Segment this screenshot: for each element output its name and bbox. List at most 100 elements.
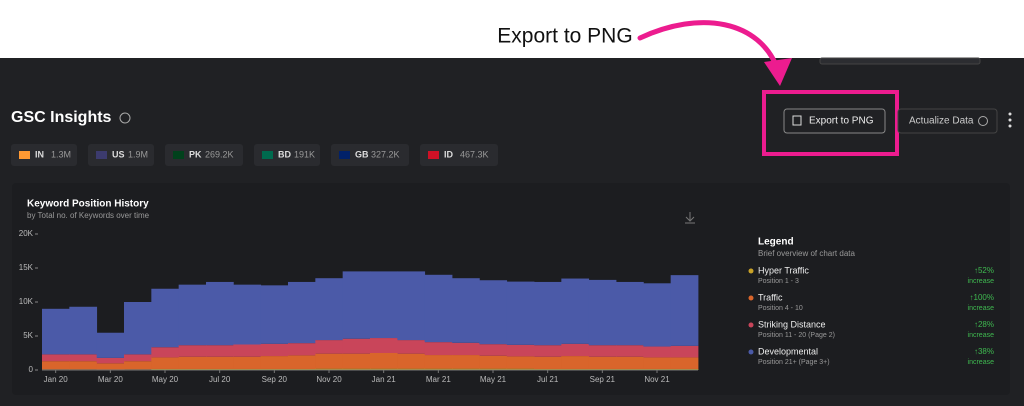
chip[interactable] xyxy=(420,144,498,166)
bar-segment xyxy=(588,345,617,357)
bar-segment xyxy=(233,368,262,370)
bar-segment xyxy=(178,368,207,370)
bar-segment xyxy=(397,340,426,354)
chip-value: 1.3M xyxy=(51,149,71,159)
legend-swatch xyxy=(748,349,754,355)
export-icon xyxy=(792,115,802,126)
bar-segment xyxy=(151,368,180,370)
chip-code: IN xyxy=(35,149,44,159)
legend-swatch xyxy=(748,268,754,274)
legend-change: ↑38% xyxy=(974,347,994,356)
chart: 0 5K 10K 15K 20K Jan 20 Mar 20 May 20 Jul 20 Sep … xyxy=(19,229,994,384)
x-tick-label: Jan 20 xyxy=(44,375,69,384)
highlight-box xyxy=(762,90,899,156)
bar-segment xyxy=(479,280,508,345)
bar-segment xyxy=(643,346,672,358)
legend-name[interactable]: Traffic xyxy=(758,292,783,302)
x-tick-label: Jan 21 xyxy=(372,375,397,384)
y-tick-label: 20K xyxy=(19,229,34,238)
annotation: Export to PNG xyxy=(497,25,632,48)
bar-segment xyxy=(233,284,262,345)
chip[interactable] xyxy=(165,144,243,166)
flag-icon xyxy=(19,151,30,159)
x-tick-label: Mar 20 xyxy=(98,375,123,384)
bar-segment xyxy=(479,368,508,370)
x-tick-label: May 20 xyxy=(152,375,179,384)
bar-segment xyxy=(370,353,398,369)
legend-position: Position 21+ (Page 3+) xyxy=(758,359,830,366)
bar-segment xyxy=(561,343,590,357)
chip[interactable] xyxy=(88,144,154,166)
bar-segment xyxy=(315,340,344,354)
bar-segment xyxy=(616,281,644,346)
bar-segment xyxy=(534,281,562,346)
info-icon xyxy=(119,112,131,124)
bar-segment xyxy=(534,368,562,370)
legend-position: Position 4 - 10 xyxy=(758,305,803,312)
chip[interactable] xyxy=(11,144,77,166)
bar-segment xyxy=(124,354,152,362)
legend-name[interactable]: Developmental xyxy=(758,346,818,356)
chip-code: BD xyxy=(278,149,291,159)
bar-segment xyxy=(452,368,480,370)
menu-icon[interactable] xyxy=(1008,112,1012,128)
bar-segment xyxy=(233,356,262,369)
bar-segment xyxy=(506,356,535,369)
bar-segment xyxy=(370,338,398,353)
export-button-label: Export to PNG xyxy=(809,116,874,127)
chip-value: 327.2K xyxy=(371,149,400,159)
top-band xyxy=(0,0,1024,58)
bar-segment xyxy=(42,354,70,362)
legend-name[interactable]: Hyper Traffic xyxy=(758,265,809,275)
bar-segment xyxy=(452,355,480,369)
bar-segment xyxy=(643,368,672,370)
chip-code: PK xyxy=(189,149,202,159)
bar-segment xyxy=(506,344,535,357)
bar-segment xyxy=(96,332,125,358)
bar-segment xyxy=(643,283,672,347)
bar-segment xyxy=(561,356,590,369)
x-tick-label: Sep 20 xyxy=(262,375,288,384)
bar-segment xyxy=(616,368,644,370)
bar-segment xyxy=(178,284,207,346)
bar-segment xyxy=(206,345,234,357)
legend-change: ↑52% xyxy=(974,266,994,275)
bar-segment xyxy=(370,271,398,339)
actualize-button[interactable] xyxy=(897,108,998,134)
x-tick-label: Nov 20 xyxy=(316,375,342,384)
bar-segment xyxy=(506,368,535,370)
bar-segment xyxy=(506,281,535,345)
bar-segment xyxy=(397,368,426,370)
download-icon[interactable] xyxy=(685,212,695,224)
bar-segment xyxy=(260,368,289,370)
bar-segment xyxy=(643,357,672,369)
export-button[interactable] xyxy=(783,108,886,134)
bar-segment xyxy=(315,278,344,341)
info-icon xyxy=(978,116,988,126)
bar-segment xyxy=(233,344,262,357)
flag-icon xyxy=(96,151,107,159)
bar-segment xyxy=(151,288,180,348)
bar-segment xyxy=(452,342,480,356)
legend-name[interactable]: Striking Distance xyxy=(758,319,826,329)
bar-segment xyxy=(42,308,70,355)
page-title: GSC Insights xyxy=(11,109,112,126)
bar-segment xyxy=(288,368,316,370)
bar-segment xyxy=(616,345,644,357)
bar-segment xyxy=(588,368,617,370)
bar-segment xyxy=(151,357,180,369)
legend-position: Position 11 - 20 (Page 2) xyxy=(758,332,835,339)
bar-segment xyxy=(69,361,98,370)
chip[interactable] xyxy=(331,144,409,166)
chart-title: Keyword Position History xyxy=(27,199,149,210)
chip-value: 269.2K xyxy=(205,149,234,159)
bar-segment xyxy=(96,363,125,370)
bar-segment xyxy=(288,343,316,356)
bar-segment xyxy=(670,357,699,369)
bar-segment xyxy=(315,368,344,370)
bar-segment xyxy=(288,355,316,369)
legend-change: ↑28% xyxy=(974,320,994,329)
chip[interactable] xyxy=(254,144,320,166)
x-tick-label: Jul 20 xyxy=(209,375,231,384)
